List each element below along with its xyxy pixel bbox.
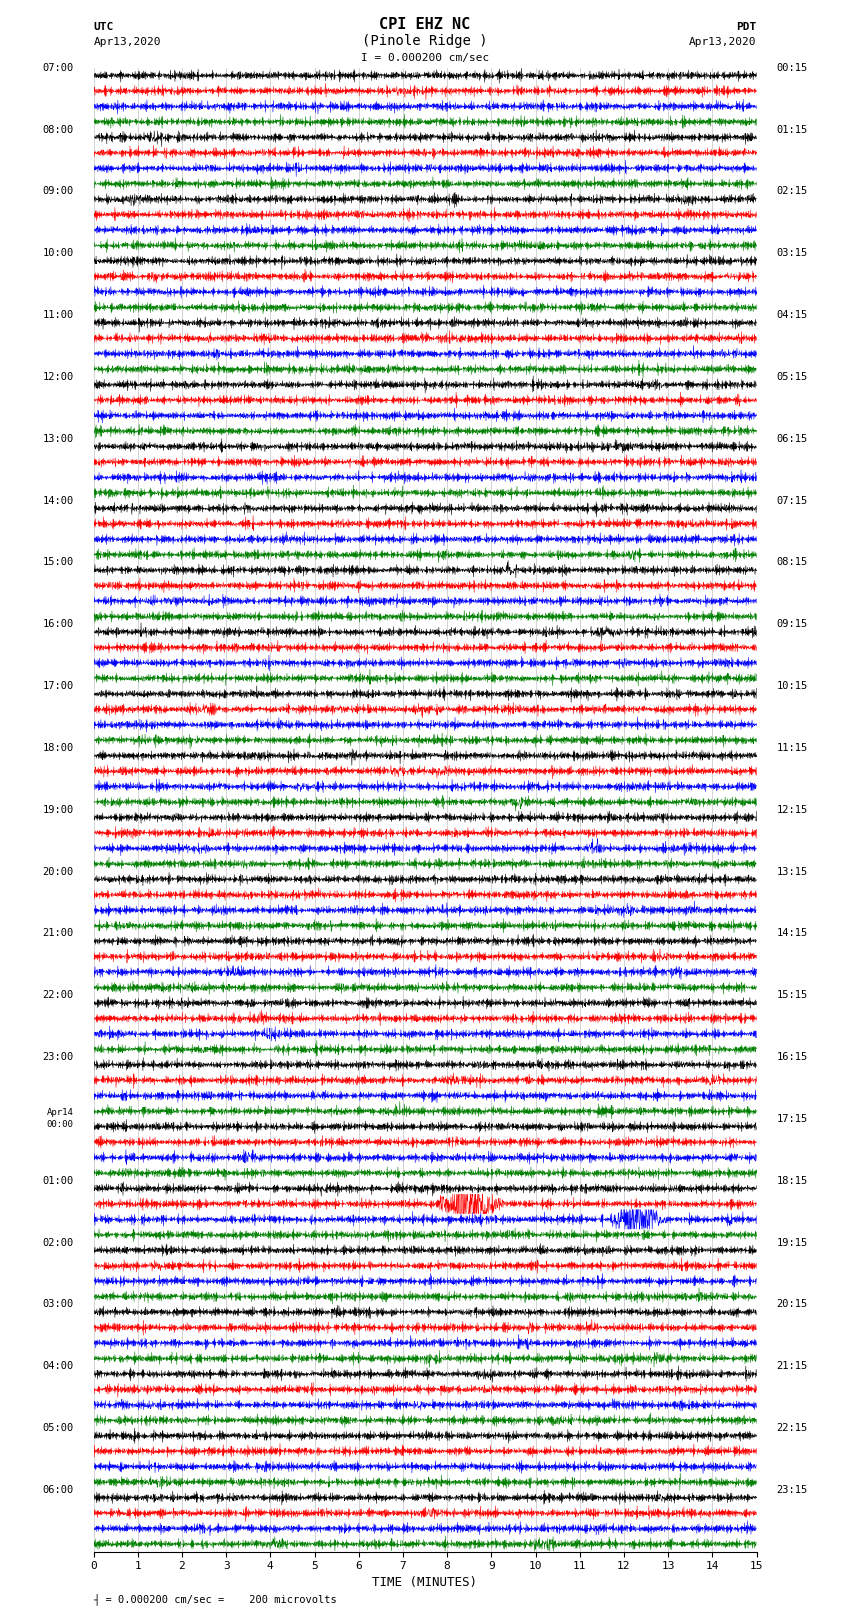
Text: 02:15: 02:15 (776, 187, 808, 197)
Text: UTC: UTC (94, 23, 114, 32)
Text: Apr13,2020: Apr13,2020 (94, 37, 161, 47)
Text: 20:15: 20:15 (776, 1300, 808, 1310)
Text: 12:15: 12:15 (776, 805, 808, 815)
Text: 08:15: 08:15 (776, 558, 808, 568)
Text: 04:00: 04:00 (42, 1361, 74, 1371)
Text: ┤ = 0.000200 cm/sec =    200 microvolts: ┤ = 0.000200 cm/sec = 200 microvolts (94, 1594, 337, 1605)
Text: 11:00: 11:00 (42, 310, 74, 319)
Text: 22:00: 22:00 (42, 990, 74, 1000)
Text: 09:00: 09:00 (42, 187, 74, 197)
Text: 13:15: 13:15 (776, 866, 808, 876)
Text: 21:15: 21:15 (776, 1361, 808, 1371)
Text: 15:00: 15:00 (42, 558, 74, 568)
Text: 17:00: 17:00 (42, 681, 74, 690)
Text: 15:15: 15:15 (776, 990, 808, 1000)
Text: 02:00: 02:00 (42, 1237, 74, 1247)
Text: 04:15: 04:15 (776, 310, 808, 319)
Text: 09:15: 09:15 (776, 619, 808, 629)
Text: 07:15: 07:15 (776, 495, 808, 505)
Text: 08:00: 08:00 (42, 124, 74, 134)
Text: CPI EHZ NC: CPI EHZ NC (379, 18, 471, 32)
Text: 10:00: 10:00 (42, 248, 74, 258)
Text: I = 0.000200 cm/sec: I = 0.000200 cm/sec (361, 53, 489, 63)
Text: 13:00: 13:00 (42, 434, 74, 444)
Text: 18:15: 18:15 (776, 1176, 808, 1186)
Text: 06:00: 06:00 (42, 1486, 74, 1495)
Text: 10:15: 10:15 (776, 681, 808, 690)
Text: 14:15: 14:15 (776, 929, 808, 939)
Text: 23:15: 23:15 (776, 1486, 808, 1495)
Text: 19:00: 19:00 (42, 805, 74, 815)
X-axis label: TIME (MINUTES): TIME (MINUTES) (372, 1576, 478, 1589)
Text: 19:15: 19:15 (776, 1237, 808, 1247)
Text: 18:00: 18:00 (42, 744, 74, 753)
Text: 01:00: 01:00 (42, 1176, 74, 1186)
Text: 07:00: 07:00 (42, 63, 74, 73)
Text: 14:00: 14:00 (42, 495, 74, 505)
Text: 03:15: 03:15 (776, 248, 808, 258)
Text: 05:00: 05:00 (42, 1423, 74, 1432)
Text: 05:15: 05:15 (776, 373, 808, 382)
Text: 22:15: 22:15 (776, 1423, 808, 1432)
Text: 11:15: 11:15 (776, 744, 808, 753)
Text: Apr14: Apr14 (47, 1108, 74, 1118)
Text: 20:00: 20:00 (42, 866, 74, 876)
Text: 23:00: 23:00 (42, 1052, 74, 1061)
Text: 00:00: 00:00 (47, 1121, 74, 1129)
Text: 17:15: 17:15 (776, 1115, 808, 1124)
Text: Apr13,2020: Apr13,2020 (689, 37, 756, 47)
Text: 06:15: 06:15 (776, 434, 808, 444)
Text: 12:00: 12:00 (42, 373, 74, 382)
Text: PDT: PDT (736, 23, 756, 32)
Text: 03:00: 03:00 (42, 1300, 74, 1310)
Text: (Pinole Ridge ): (Pinole Ridge ) (362, 34, 488, 48)
Text: 00:15: 00:15 (776, 63, 808, 73)
Text: 21:00: 21:00 (42, 929, 74, 939)
Text: 01:15: 01:15 (776, 124, 808, 134)
Text: 16:00: 16:00 (42, 619, 74, 629)
Text: 16:15: 16:15 (776, 1052, 808, 1061)
